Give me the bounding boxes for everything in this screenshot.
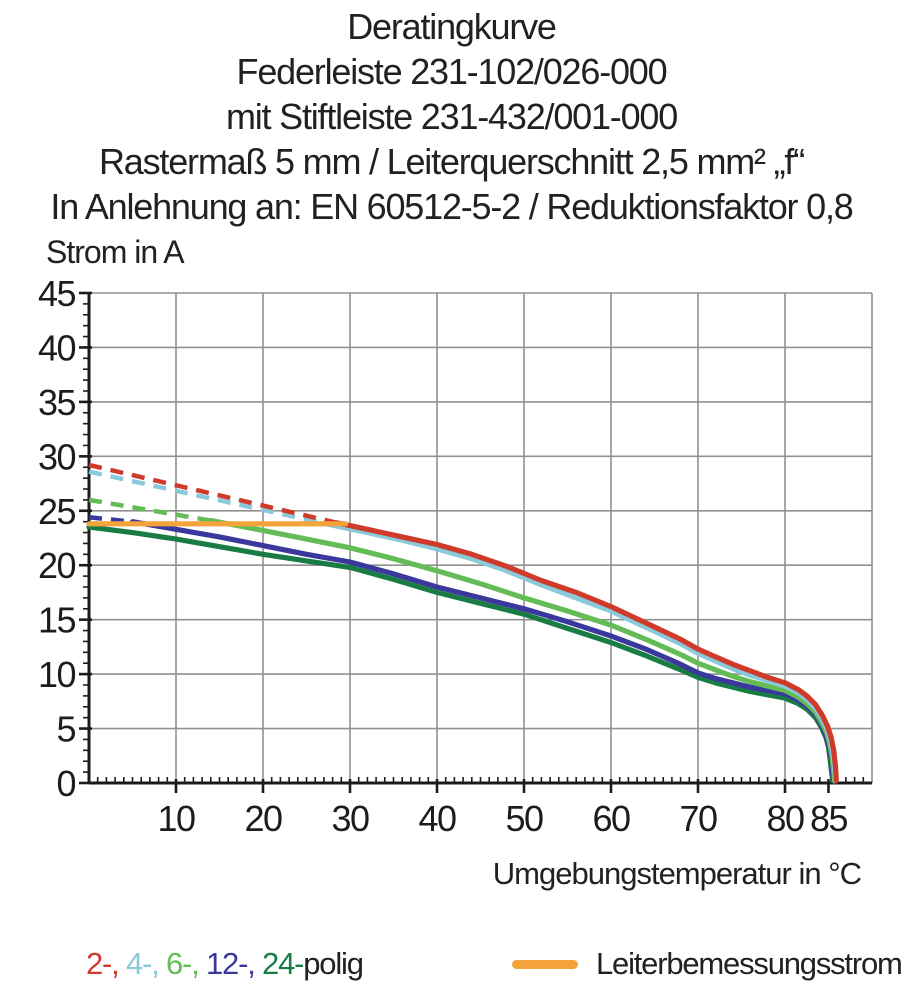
legend-pole-12: 12-, <box>206 946 263 981</box>
x-tick-label: 40 <box>418 798 456 839</box>
chart-canvas: 10 20 30 40 50 60 70 80 85 0 5 10 15 20 25 30 35 40 45 <box>38 273 873 839</box>
x-tick-label: 20 <box>244 798 282 839</box>
title-line-4: Rastermaß 5 mm / Leiterquerschnitt 2,5 m… <box>99 141 805 182</box>
legend-pole-2: 2-, <box>86 946 126 981</box>
legend-poles: 2-, 4-, 6-, 12-, 24-polig <box>86 946 364 982</box>
x-tick-label: 85 <box>810 798 848 839</box>
x-tick-label: 50 <box>505 798 543 839</box>
y-tick-label: 35 <box>38 382 76 423</box>
legend-pole-24: 24- <box>262 946 304 981</box>
y-axis-title: Strom in A <box>46 234 185 270</box>
legend-rated-current: Leiterbemessungsstrom <box>512 946 903 982</box>
title-line-5: In Anlehnung an: EN 60512-5-2 / Reduktio… <box>50 186 853 227</box>
series-dashed-4-polig <box>88 469 325 526</box>
y-tick-label: 40 <box>38 327 76 368</box>
y-tick-label: 20 <box>38 545 76 586</box>
title-line-2: Federleiste 231-102/026-000 <box>236 51 668 92</box>
y-tick-label: 10 <box>38 654 76 695</box>
y-tick-label: 5 <box>56 709 75 750</box>
y-tick-label: 45 <box>38 273 76 314</box>
rated-current-line-swatch <box>512 959 578 969</box>
x-tick-label: 70 <box>679 798 717 839</box>
series-2-polig <box>334 520 839 784</box>
title-line-1: Deratingkurve <box>347 6 557 47</box>
title-line-3: mit Stiftleiste 231-432/001-000 <box>225 96 678 137</box>
x-tick-label: 10 <box>157 798 195 839</box>
y-tick-label: 30 <box>38 436 76 477</box>
legend-pole-6: 6-, <box>166 946 206 981</box>
x-tick-label: 60 <box>592 798 630 839</box>
rated-current-label: Leiterbemessungsstrom <box>596 946 903 981</box>
series-dashed-12-polig <box>88 515 133 524</box>
y-tick-label: 0 <box>56 763 75 804</box>
y-tick-label: 15 <box>38 600 76 641</box>
y-tick-label: 25 <box>38 491 76 532</box>
legend-poles-suffix: polig <box>303 946 364 981</box>
legend-pole-4: 4-, <box>126 946 166 981</box>
x-axis-title: Umgebungstemperatur in °C <box>492 856 862 891</box>
x-tick-label: 80 <box>766 798 804 839</box>
series-dashed-2-polig <box>88 462 338 525</box>
x-tick-label: 30 <box>331 798 369 839</box>
chart-title-block: Deratingkurve Federleiste 231-102/026-00… <box>0 4 903 229</box>
